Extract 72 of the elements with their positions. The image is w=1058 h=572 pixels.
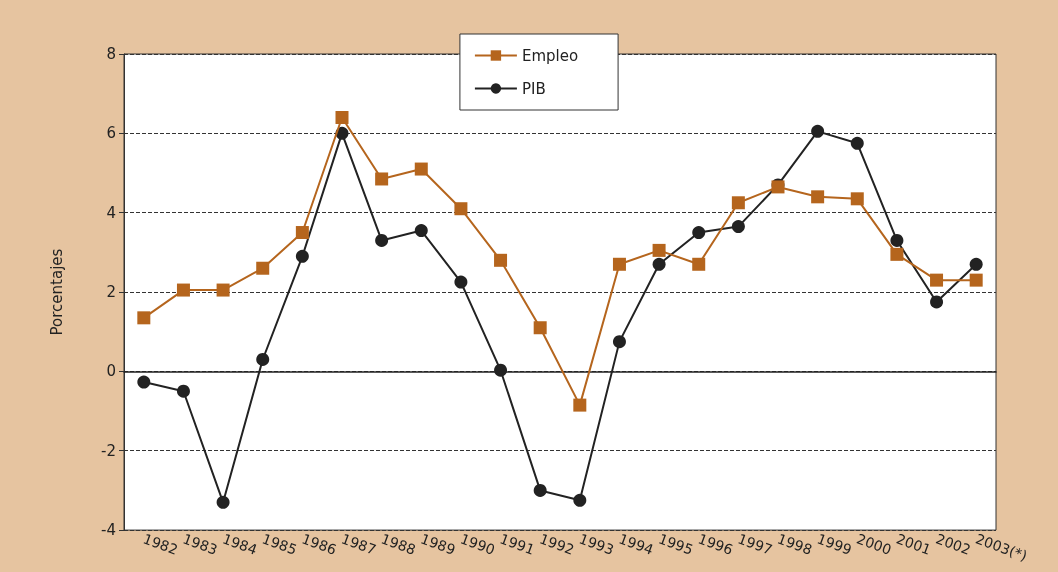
point: [890, 233, 904, 247]
y-tick-label: -2: [101, 441, 116, 460]
point: [573, 493, 587, 507]
point: [731, 220, 745, 234]
x-tick-label: 1987: [339, 530, 379, 558]
point: [573, 398, 587, 412]
point: [930, 295, 944, 309]
point: [811, 124, 825, 138]
x-tick-label: 1992: [537, 530, 577, 558]
x-tick-label: 1982: [141, 530, 181, 558]
point: [216, 495, 230, 509]
point: [612, 257, 626, 271]
y-tick-label: 4: [106, 203, 116, 222]
point: [533, 483, 547, 497]
point: [295, 249, 309, 263]
point: [494, 253, 508, 267]
y-tick-label: -4: [101, 521, 116, 540]
y-tick-label: 2: [106, 283, 116, 302]
point: [930, 273, 944, 287]
point: [969, 257, 983, 271]
x-tick-label: 1983: [180, 530, 220, 558]
point: [850, 192, 864, 206]
x-tick-label: 1998: [775, 530, 815, 558]
point: [969, 273, 983, 287]
y-tick-label: 0: [106, 362, 116, 381]
x-tick-label: 1991: [497, 530, 537, 558]
x-tick-label: 1995: [656, 530, 696, 558]
point: [612, 335, 626, 349]
x-tick-label: 1997: [735, 530, 775, 558]
y-tick-label: 6: [106, 124, 116, 143]
point: [454, 275, 468, 289]
point: [256, 261, 270, 275]
x-tick-label: 1999: [814, 530, 854, 558]
point: [890, 247, 904, 261]
point: [295, 226, 309, 240]
point: [811, 190, 825, 204]
x-tick-label: 1989: [418, 530, 458, 558]
point: [850, 136, 864, 150]
x-tick-label: 1996: [695, 530, 736, 558]
x-tick-label: 1990: [458, 530, 498, 558]
legend-label: Empleo: [521, 46, 579, 65]
point: [216, 283, 230, 297]
x-tick-label: 1994: [616, 530, 656, 558]
x-tick-label: 1985: [259, 530, 299, 558]
point: [375, 233, 389, 247]
point: [652, 257, 666, 271]
y-axis-title: Porcentajes: [47, 248, 66, 336]
point: [176, 283, 190, 297]
point: [176, 384, 190, 398]
x-tick-label: 1988: [378, 530, 418, 558]
point: [137, 375, 151, 389]
point: [494, 363, 508, 377]
point: [256, 352, 270, 366]
point: [652, 243, 666, 257]
x-tick-label: 2001: [894, 530, 934, 558]
point: [533, 321, 547, 335]
point: [414, 224, 428, 238]
point: [692, 226, 706, 240]
y-tick-label: 8: [106, 45, 116, 63]
legend-label: PIB: [521, 79, 546, 98]
point: [454, 202, 468, 216]
point: [335, 110, 349, 124]
x-tick-label: 1986: [299, 530, 339, 558]
x-tick-label: 1984: [220, 530, 260, 558]
point: [731, 196, 745, 210]
point: [692, 257, 706, 271]
point: [375, 172, 389, 186]
point: [414, 162, 428, 176]
x-tick-label: 2002: [933, 530, 973, 558]
x-tick-label: 2000: [854, 530, 894, 558]
point: [137, 311, 151, 325]
x-tick-label: 1993: [577, 530, 617, 558]
